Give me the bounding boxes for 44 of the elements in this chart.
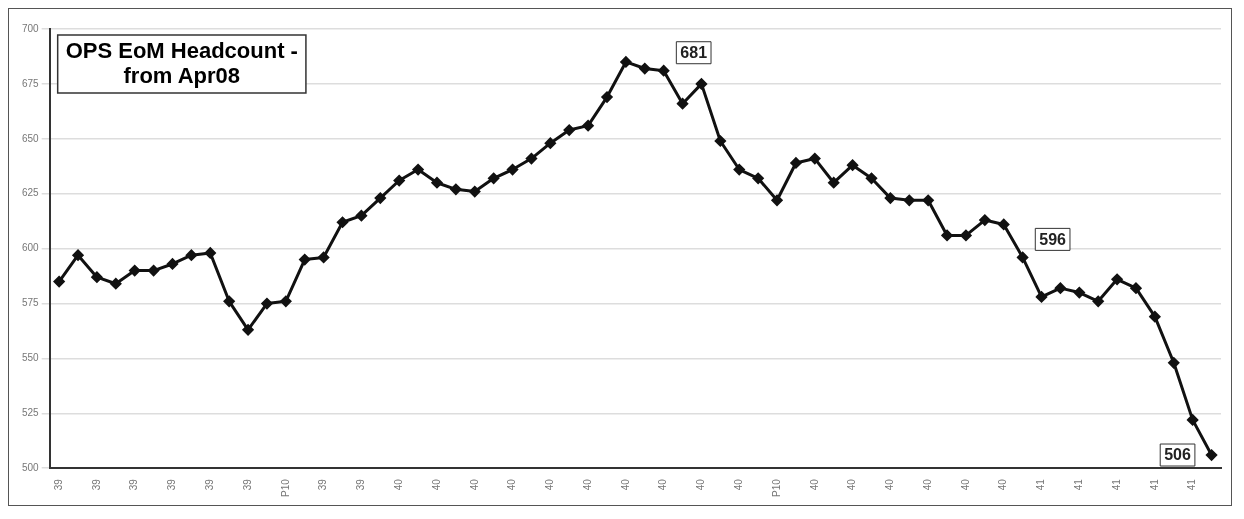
x-tick-label: 41	[1110, 478, 1122, 491]
y-tick-label: 675	[22, 77, 40, 89]
x-tick-label: 41	[1035, 478, 1047, 491]
x-tick-label: 41	[1148, 478, 1160, 491]
x-tick-label: 39	[241, 478, 253, 491]
x-tick-label: 39	[52, 478, 64, 491]
x-tick-label: 40	[884, 478, 896, 491]
x-tick-label: 39	[204, 478, 216, 491]
y-tick-label: 525	[22, 407, 40, 419]
x-tick-label: 40	[430, 478, 442, 491]
x-tick-label: 39	[128, 478, 140, 491]
x-tick-label: 40	[921, 478, 933, 491]
x-tick-label: 40	[808, 478, 820, 491]
data-label: 506	[1164, 446, 1191, 464]
data-label: 681	[680, 44, 708, 62]
x-tick-label: P10	[279, 478, 291, 497]
x-tick-label: 40	[506, 478, 518, 491]
data-label: 596	[1039, 230, 1067, 248]
x-tick-label: 40	[733, 478, 744, 491]
x-tick-label: 40	[695, 478, 707, 491]
x-tick-label: 39	[90, 478, 102, 491]
x-tick-label: 41	[1186, 478, 1198, 491]
x-tick-label: 39	[317, 478, 329, 491]
y-tick-label: 600	[22, 242, 40, 254]
x-tick-label: 40	[657, 478, 669, 491]
x-tick-label: 40	[468, 478, 480, 491]
x-tick-label: 39	[355, 478, 367, 491]
x-tick-label: 41	[1073, 478, 1085, 491]
x-tick-label: 40	[619, 478, 631, 491]
x-tick-label: 40	[846, 478, 858, 491]
x-tick-label: P10	[770, 478, 782, 497]
x-tick-label: 40	[997, 478, 1009, 491]
y-tick-label: 550	[22, 352, 40, 364]
x-tick-label: 40	[959, 478, 971, 491]
y-tick-label: 575	[22, 297, 40, 309]
x-tick-label: 39	[166, 478, 178, 491]
y-tick-label: 625	[22, 187, 40, 199]
text: OPS EoM Headcount - from Apr08	[65, 38, 298, 89]
y-tick-label: 700	[22, 22, 40, 34]
y-tick-label: 650	[22, 132, 40, 144]
x-tick-label: 40	[581, 478, 593, 491]
x-tick-label: 40	[544, 478, 556, 491]
y-tick-label: 500	[22, 461, 40, 473]
x-tick-label: 40	[392, 478, 404, 491]
